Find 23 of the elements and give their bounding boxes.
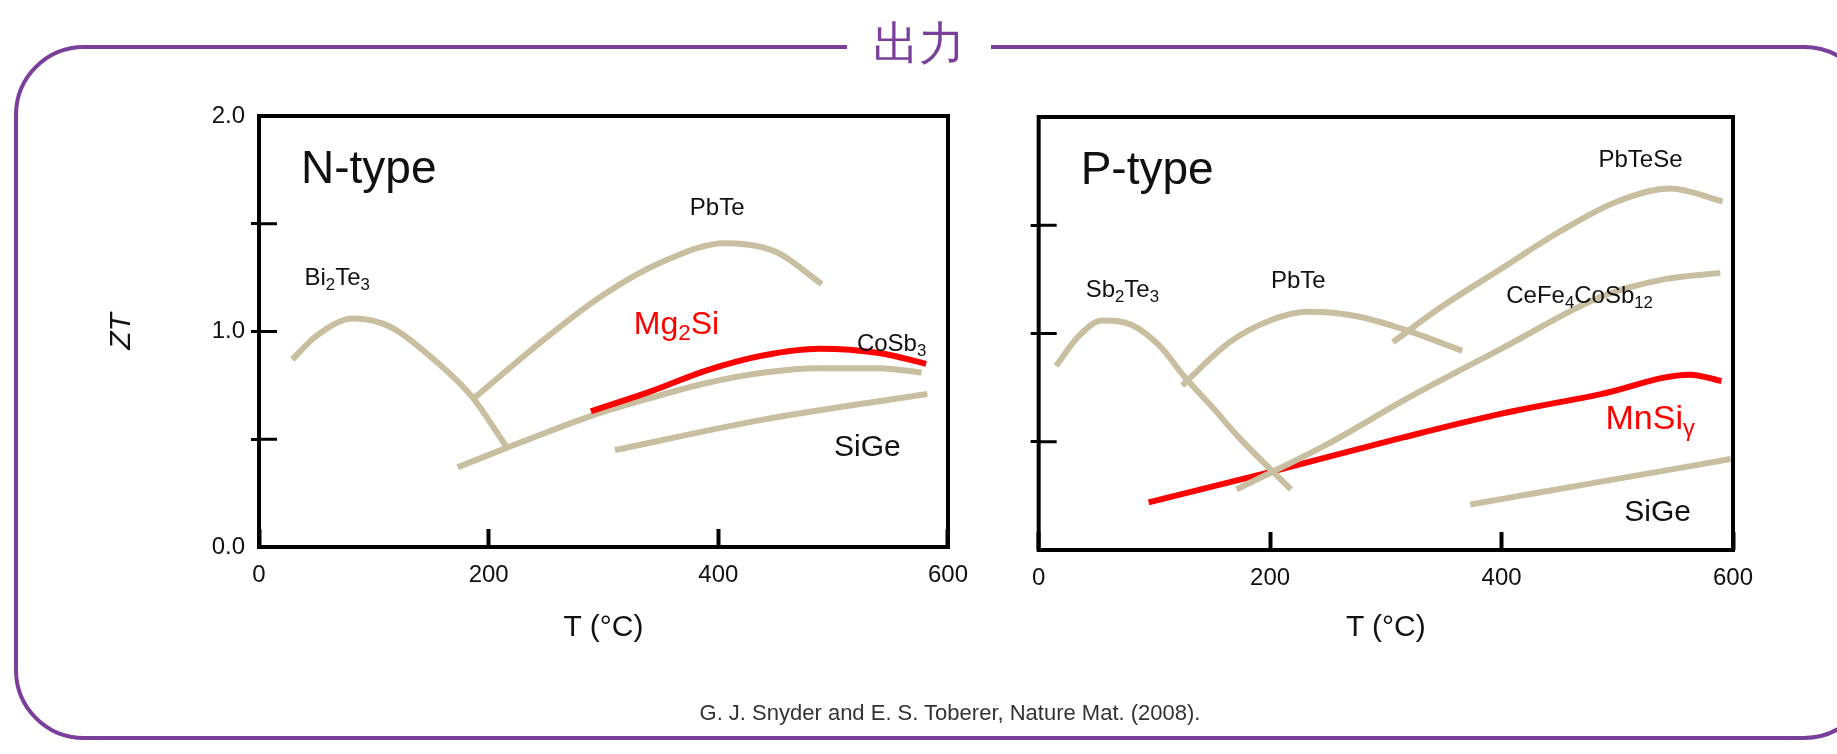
x-tick-label: 200 — [468, 560, 509, 588]
series-label: SiGe — [1624, 494, 1692, 528]
text: 出力 — [846, 16, 991, 70]
x-tick-label: 0 — [1031, 563, 1046, 591]
y-tick-label: 1.0 — [211, 316, 245, 344]
text: N-type — [301, 140, 437, 193]
series-label: PbTe — [689, 192, 745, 220]
y-tick-label: 0.0 — [211, 531, 245, 559]
text: P-type — [1080, 141, 1214, 194]
series-label: PbTe — [1270, 266, 1326, 294]
x-tick-label: 600 — [1712, 563, 1754, 591]
series-label: PbTeSe — [1598, 145, 1683, 173]
series-label: SiGe — [833, 429, 901, 463]
x-tick-label: 0 — [252, 560, 266, 588]
x-tick-label: 200 — [1250, 563, 1291, 591]
x-tick-label: 400 — [698, 560, 739, 588]
x-axis-title: T (°C) — [563, 609, 644, 643]
x-tick-label: 400 — [1481, 563, 1522, 591]
y-axis-title: ZT — [103, 310, 137, 351]
x-axis-title: T (°C) — [1345, 609, 1426, 643]
text: G. J. Snyder and E. S. Toberer, Nature Mat. (2008). — [698, 700, 1202, 726]
x-tick-label: 600 — [927, 560, 968, 588]
y-tick-label: 2.0 — [211, 100, 245, 128]
